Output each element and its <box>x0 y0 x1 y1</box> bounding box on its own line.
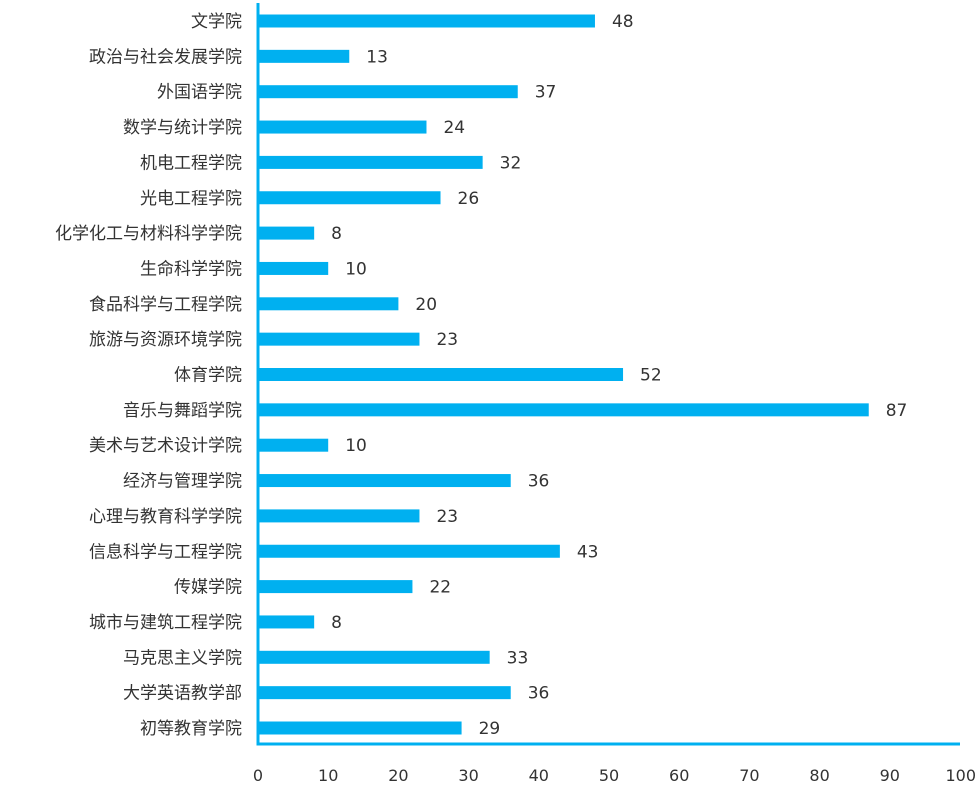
data-label: 13 <box>366 47 388 67</box>
bar <box>258 438 329 452</box>
data-label: 36 <box>528 684 550 704</box>
data-label: 36 <box>528 472 550 492</box>
category-label: 大学英语教学部 <box>123 684 242 704</box>
bar <box>258 332 420 346</box>
x-tick-label: 70 <box>739 766 759 785</box>
data-label: 29 <box>479 719 501 739</box>
category-label: 机电工程学院 <box>140 153 242 173</box>
category-label: 政治与社会发展学院 <box>89 47 242 67</box>
category-label: 信息科学与工程学院 <box>89 542 242 562</box>
category-label: 音乐与舞蹈学院 <box>123 401 242 421</box>
x-tick-label: 10 <box>318 766 338 785</box>
x-tick-labels: 0 10 20 30 40 50 60 70 80 90 100 <box>253 766 976 785</box>
bar <box>258 226 315 240</box>
data-label: 8 <box>331 613 342 633</box>
category-label: 旅游与资源环境学院 <box>89 330 242 350</box>
category-label: 光电工程学院 <box>140 189 242 209</box>
bar <box>258 297 399 311</box>
category-label: 美术与艺术设计学院 <box>89 436 242 456</box>
x-tick-label: 60 <box>669 766 689 785</box>
data-label: 32 <box>500 153 522 173</box>
category-label: 心理与教育科学学院 <box>89 507 242 527</box>
bar <box>258 474 511 488</box>
category-label: 传媒学院 <box>174 578 242 598</box>
data-label: 33 <box>507 648 529 668</box>
data-label: 37 <box>535 83 557 103</box>
category-label: 数学与统计学院 <box>123 118 242 138</box>
category-label: 化学化工与材料科学学院 <box>55 224 242 244</box>
axes <box>256 3 960 746</box>
data-label: 20 <box>415 295 437 315</box>
x-tick-label: 0 <box>253 766 263 785</box>
bar <box>258 49 350 63</box>
x-tick-label: 80 <box>809 766 829 785</box>
x-tick-label: 100 <box>945 766 976 785</box>
bar <box>258 615 315 629</box>
data-label: 23 <box>436 507 458 527</box>
bar <box>258 580 413 594</box>
data-label: 52 <box>640 366 662 386</box>
bar <box>258 544 560 558</box>
data-label: 22 <box>429 578 451 598</box>
category-label: 体育学院 <box>174 366 242 386</box>
data-label: 87 <box>886 401 908 421</box>
x-tick-label: 90 <box>880 766 900 785</box>
x-tick-label: 50 <box>599 766 619 785</box>
x-tick-label: 30 <box>458 766 478 785</box>
bar <box>258 368 624 381</box>
bar <box>258 509 420 523</box>
category-label: 初等教育学院 <box>140 719 242 739</box>
data-label: 26 <box>458 189 480 209</box>
category-label: 外国语学院 <box>157 83 242 103</box>
data-label: 23 <box>436 330 458 350</box>
bars-group <box>258 14 869 735</box>
category-label: 生命科学学院 <box>140 259 242 279</box>
data-label: 48 <box>612 12 634 32</box>
bar <box>258 403 869 417</box>
bar <box>258 120 427 134</box>
category-label: 城市与建筑工程学院 <box>89 613 242 633</box>
category-label: 马克思主义学院 <box>123 648 242 668</box>
category-label: 文学院 <box>191 12 242 32</box>
bar <box>258 85 518 99</box>
category-labels: 文学院政治与社会发展学院外国语学院数学与统计学院机电工程学院光电工程学院化学化工… <box>55 12 242 739</box>
bar <box>258 155 483 169</box>
data-label: 10 <box>345 259 367 279</box>
data-label: 10 <box>345 436 367 456</box>
data-label: 24 <box>443 118 465 138</box>
bar <box>258 261 329 275</box>
category-label: 食品科学与工程学院 <box>89 295 242 315</box>
data-label: 8 <box>331 224 342 244</box>
bar <box>258 721 462 735</box>
bar <box>258 686 511 700</box>
bar <box>258 14 595 28</box>
x-tick-label: 20 <box>388 766 408 785</box>
x-tick-label: 40 <box>529 766 549 785</box>
bar <box>258 650 490 664</box>
data-label: 43 <box>577 542 599 562</box>
bar <box>258 191 441 205</box>
category-label: 经济与管理学院 <box>123 472 242 492</box>
